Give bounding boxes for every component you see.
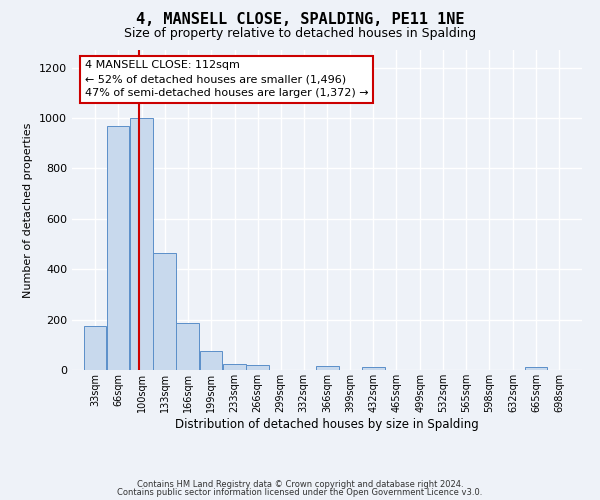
Bar — [223, 364, 246, 370]
Text: Contains HM Land Registry data © Crown copyright and database right 2024.: Contains HM Land Registry data © Crown c… — [137, 480, 463, 489]
Bar — [362, 368, 385, 370]
Text: 4 MANSELL CLOSE: 112sqm
← 52% of detached houses are smaller (1,496)
47% of semi: 4 MANSELL CLOSE: 112sqm ← 52% of detache… — [85, 60, 368, 98]
Bar — [107, 126, 130, 370]
Bar — [130, 118, 153, 370]
Bar — [246, 365, 269, 370]
Bar — [199, 351, 222, 370]
Bar — [154, 253, 176, 370]
Text: Size of property relative to detached houses in Spalding: Size of property relative to detached ho… — [124, 28, 476, 40]
Bar — [176, 324, 199, 370]
Text: Contains public sector information licensed under the Open Government Licence v3: Contains public sector information licen… — [118, 488, 482, 497]
Bar — [83, 326, 106, 370]
Bar — [316, 366, 338, 370]
Bar — [524, 368, 547, 370]
Y-axis label: Number of detached properties: Number of detached properties — [23, 122, 34, 298]
Text: 4, MANSELL CLOSE, SPALDING, PE11 1NE: 4, MANSELL CLOSE, SPALDING, PE11 1NE — [136, 12, 464, 28]
X-axis label: Distribution of detached houses by size in Spalding: Distribution of detached houses by size … — [175, 418, 479, 430]
